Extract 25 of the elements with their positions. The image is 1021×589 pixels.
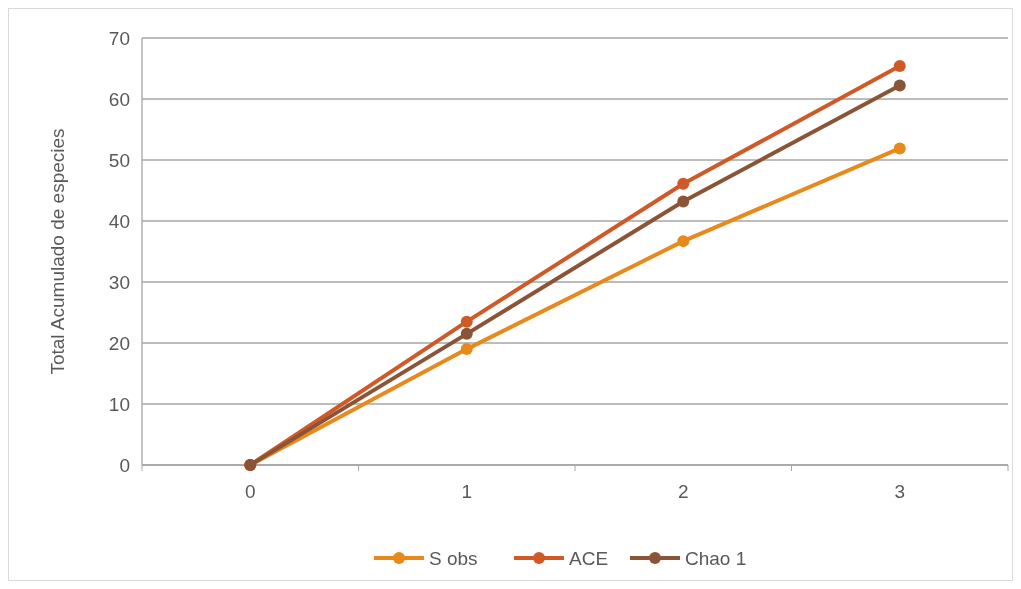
- point: [893, 142, 906, 155]
- point: [460, 315, 473, 328]
- x-tick-label: 0: [244, 481, 256, 502]
- x-tick-label: 1: [461, 481, 473, 502]
- point: [893, 79, 906, 92]
- y-axis-title: Total Acumulado de especies: [47, 128, 68, 375]
- point: [677, 177, 690, 190]
- x-tick-label: 3: [894, 481, 906, 502]
- legend-label: ACE: [569, 547, 609, 569]
- y-tick-label: 10: [108, 393, 130, 415]
- point: [677, 195, 690, 208]
- legend-label: S obs: [429, 547, 478, 569]
- legend-label: Chao 1: [685, 547, 747, 569]
- y-tick-label: 50: [108, 149, 130, 171]
- y-tick-label: 60: [108, 88, 130, 110]
- y-tick-label: 70: [108, 27, 130, 49]
- y-tick-label: 0: [119, 454, 130, 476]
- y-tick-label: 40: [108, 210, 130, 232]
- point: [460, 327, 473, 340]
- point: [460, 343, 473, 356]
- point: [677, 235, 690, 248]
- y-tick-label: 30: [108, 271, 130, 293]
- point: [893, 60, 906, 73]
- x-tick-label: 2: [677, 481, 689, 502]
- y-tick-label: 20: [108, 332, 130, 354]
